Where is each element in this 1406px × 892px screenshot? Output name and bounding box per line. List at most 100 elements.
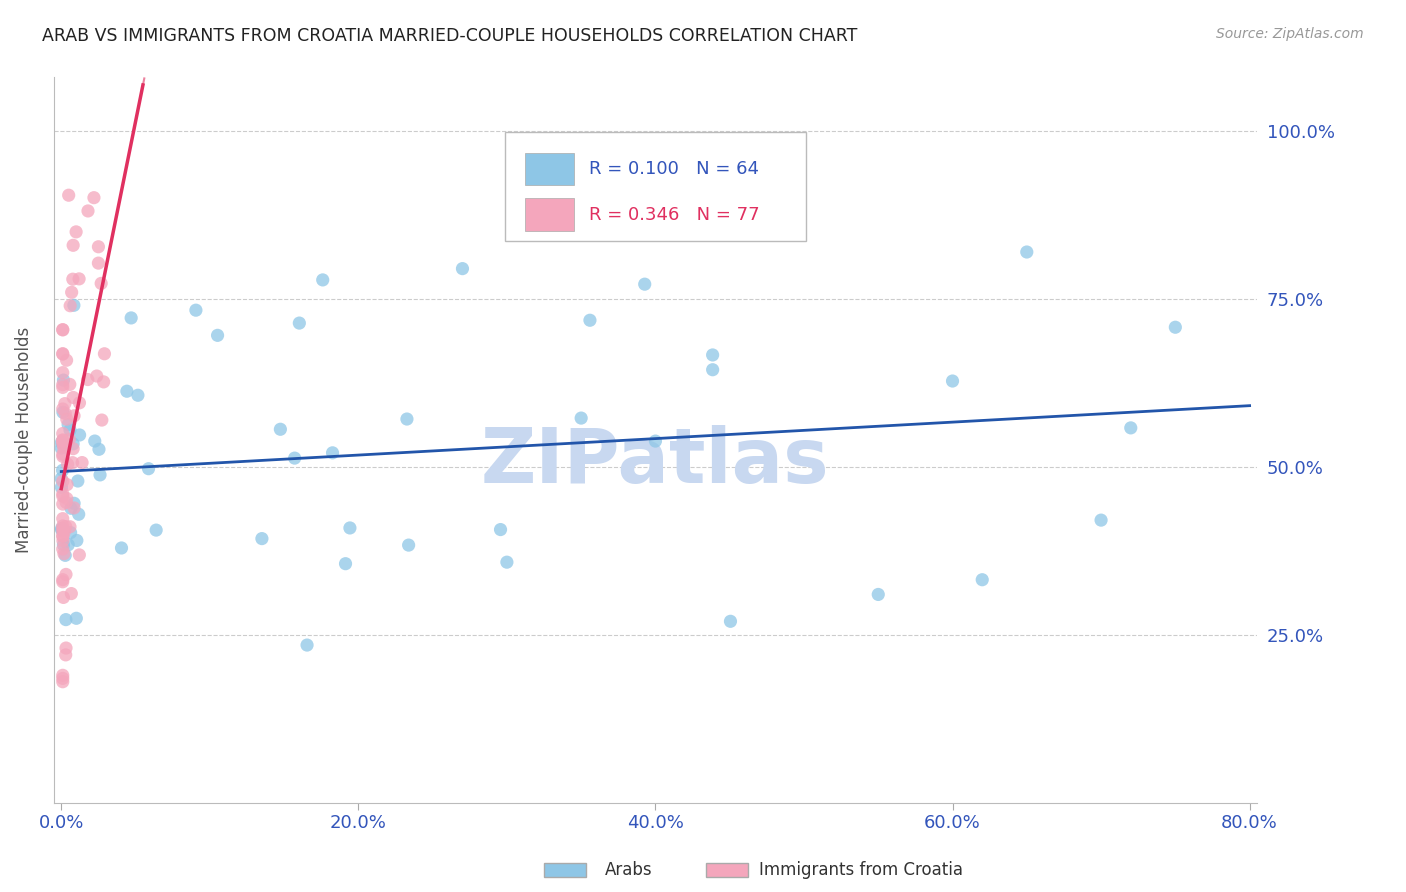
Point [207,328,229,343]
Point [51,472,73,486]
Point [52,440,75,454]
Point [184,303,207,318]
Point [58,188,80,202]
Point [110,541,132,555]
Point [145,523,167,537]
Point [58,433,80,447]
Point [702,362,724,376]
Point [63,298,86,312]
Point [51,463,73,477]
Text: ZIPatlas: ZIPatlas [481,425,830,499]
Point [52,436,75,450]
Point [398,538,420,552]
Point [284,451,307,466]
Point [83,191,105,205]
Point [52,529,75,543]
Point [52,447,75,461]
Point [52,402,75,417]
Point [1119,421,1142,435]
Point [52,672,75,686]
Point [56,417,79,432]
Point [52,574,75,589]
Point [52,323,75,337]
Point [60,501,83,516]
Point [52,668,75,682]
Point [288,316,311,330]
Point [67,548,90,562]
Point [62,238,84,252]
Point [644,434,666,448]
Point [52,519,75,533]
Point [56,412,79,426]
Point [89,467,111,482]
Point [295,638,318,652]
Point [52,674,75,689]
Text: Immigrants from Croatia: Immigrants from Croatia [759,861,963,879]
Point [52,377,75,392]
Point [52,346,75,360]
Point [52,573,75,587]
FancyBboxPatch shape [526,198,574,231]
Point [51,523,73,537]
Point [52,405,75,419]
Point [87,240,110,254]
Point [55,353,77,368]
Point [62,442,84,456]
Text: R = 0.346   N = 77: R = 0.346 N = 77 [589,206,759,224]
Point [52,541,75,556]
Point [52,547,75,561]
Point [59,377,82,392]
Point [66,474,89,488]
Point [60,586,83,600]
Point [120,310,142,325]
Point [1164,320,1187,334]
Point [53,524,76,539]
Point [67,508,90,522]
Point [941,374,963,388]
Point [65,225,87,239]
Point [87,256,110,270]
Point [83,434,105,448]
Point [53,407,76,421]
Point [250,532,273,546]
Point [52,511,75,525]
Point [52,380,75,394]
Point [67,272,90,286]
Text: R = 0.100   N = 64: R = 0.100 N = 64 [589,160,759,178]
Point [269,422,291,436]
Point [395,412,418,426]
Point [77,203,100,218]
Point [1015,245,1038,260]
Point [312,273,335,287]
Point [322,446,344,460]
Point [63,500,86,515]
Point [59,299,82,313]
Point [51,435,73,450]
Point [55,641,77,656]
Point [87,442,110,457]
Point [69,428,91,442]
Point [52,487,75,501]
Point [59,423,82,437]
Point [60,285,83,300]
Point [63,496,86,510]
Point [53,396,76,410]
Point [52,450,75,464]
Point [451,261,474,276]
Point [55,519,77,533]
Point [59,520,82,534]
Point [56,457,79,471]
Point [52,533,75,548]
Point [579,313,602,327]
Point [56,477,79,491]
Point [55,648,77,662]
Point [62,456,84,470]
Point [93,347,115,361]
Point [52,524,75,538]
Point [52,591,75,605]
Point [51,522,73,536]
Text: ARAB VS IMMIGRANTS FROM CROATIA MARRIED-COUPLE HOUSEHOLDS CORRELATION CHART: ARAB VS IMMIGRANTS FROM CROATIA MARRIED-… [42,27,858,45]
Point [52,521,75,535]
Point [76,373,98,387]
Point [52,489,75,503]
